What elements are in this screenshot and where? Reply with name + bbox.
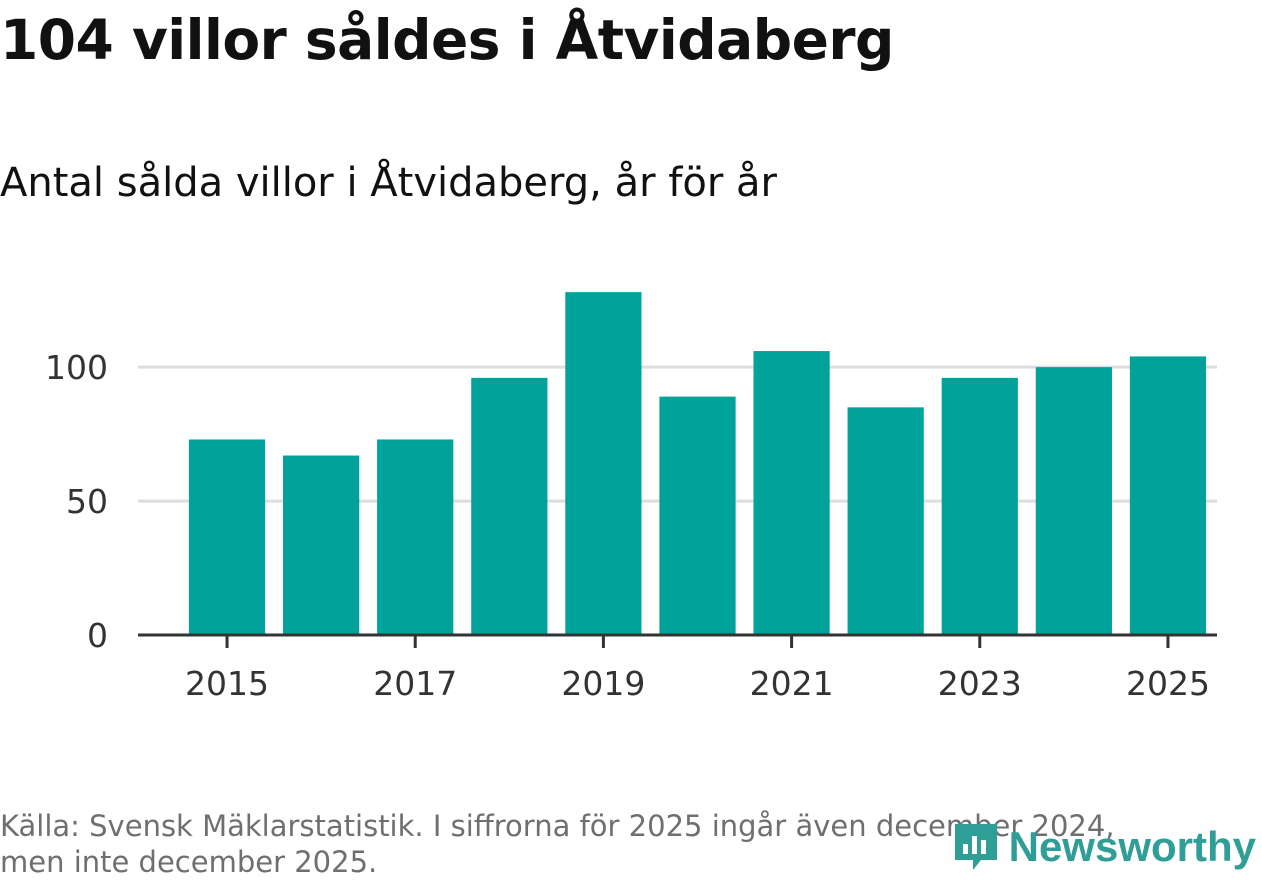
- bar-2018: [471, 377, 548, 635]
- bar-2021: [753, 351, 830, 635]
- y-tick-label-100: 100: [45, 348, 108, 387]
- y-tick-label-50: 50: [66, 482, 108, 521]
- source-note-line-2: men inte december 2025.: [0, 845, 378, 879]
- x-tick-label-2021: 2021: [750, 664, 834, 703]
- bar-2025: [1129, 356, 1207, 635]
- brand-name: Newsworthy: [1008, 823, 1256, 870]
- source-note: Källa: Svensk Mäklarstatistik. I siffror…: [0, 808, 1115, 880]
- x-tick-label-2025: 2025: [1126, 664, 1210, 703]
- y-tick-label-0: 0: [87, 616, 108, 655]
- bar-2019: [565, 292, 642, 635]
- bar-2023: [941, 377, 1018, 635]
- bar-2020: [659, 396, 736, 635]
- chart-subtitle: Antal sålda villor i Åtvidaberg, år för …: [0, 160, 777, 206]
- x-tick-label-2019: 2019: [561, 664, 645, 703]
- newsworthy-logo-icon: [954, 824, 997, 870]
- bar-2017: [377, 439, 454, 635]
- x-tick-label-2023: 2023: [938, 664, 1022, 703]
- brand-logo: Newsworthy: [951, 820, 1256, 874]
- bar-2024: [1035, 367, 1112, 635]
- bar-2015: [188, 439, 266, 635]
- chart-title: 104 villor såldes i Åtvidaberg: [0, 8, 894, 72]
- source-note-line-1: Källa: Svensk Mäklarstatistik. I siffror…: [0, 809, 1115, 843]
- bar-2022: [847, 407, 924, 635]
- bar-2016: [283, 455, 360, 635]
- x-tick-label-2017: 2017: [373, 664, 457, 703]
- x-tick-label-2015: 2015: [185, 664, 269, 703]
